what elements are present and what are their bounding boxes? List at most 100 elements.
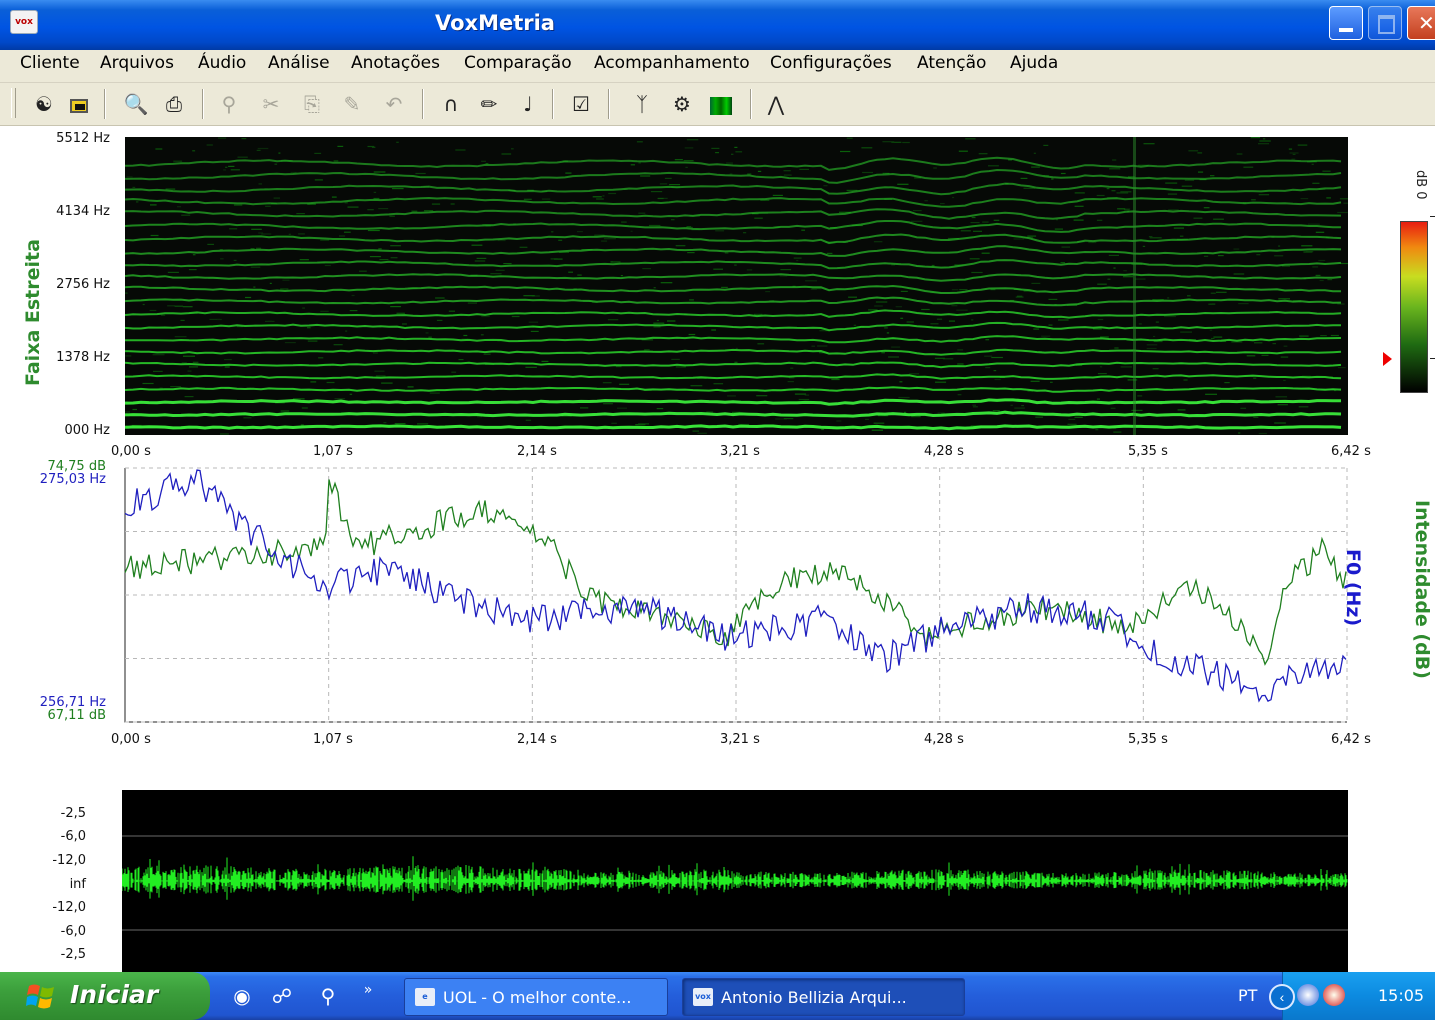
- spectrogram-noise: [1137, 395, 1143, 397]
- undo-icon[interactable]: ↶: [385, 92, 403, 116]
- spectrogram-noise: [1165, 182, 1178, 184]
- spectrogram-noise: [1088, 241, 1097, 244]
- security-alert-icon[interactable]: [1323, 984, 1345, 1006]
- spectrogram-noise: [483, 353, 491, 355]
- f0-axis-label: F0 (Hz): [1342, 549, 1364, 627]
- network-icon[interactable]: [1297, 984, 1319, 1006]
- spectrogram-noise: [988, 165, 999, 167]
- spectrogram-noise: [367, 209, 374, 211]
- spectrogram-noise: [1023, 187, 1036, 189]
- menu-arquivos[interactable]: Arquivos: [100, 53, 174, 73]
- menu-analise[interactable]: Análise: [268, 53, 330, 73]
- spectrogram-noise: [1031, 282, 1041, 284]
- taskbar-button-voxmetria[interactable]: vox Antonio Bellizia Arqui...: [682, 978, 965, 1016]
- spectrogram-noise: [528, 321, 539, 323]
- spectrogram-noise: [659, 183, 668, 185]
- vox-app-icon[interactable]: vox: [10, 10, 38, 34]
- spectrogram-noise: [485, 163, 489, 165]
- spectrogram-noise: [1123, 276, 1133, 278]
- spectrogram-noise: [621, 221, 627, 223]
- start-button[interactable]: Iniciar: [0, 972, 210, 1020]
- threshold-marker-icon[interactable]: [1383, 352, 1392, 366]
- spectrogram-noise: [1258, 194, 1270, 196]
- title-bar[interactable]: vox VoxMetria: [0, 0, 1435, 50]
- spectrogram-noise: [713, 383, 724, 385]
- waveform-signal: [122, 856, 1348, 901]
- zoom-icon[interactable]: ⚲: [221, 92, 237, 116]
- spectrogram-noise: [848, 296, 857, 298]
- waveform-plot[interactable]: [122, 790, 1348, 972]
- spectrogram-noise: [1297, 144, 1308, 146]
- spectrogram-noise: [823, 185, 828, 187]
- spectrogram-noise: [906, 321, 914, 323]
- compare-icon[interactable]: ᛉ: [636, 92, 648, 116]
- spectrogram-noise: [1258, 143, 1270, 145]
- spectrogram-noise: [374, 370, 385, 372]
- menu-comparacao[interactable]: Comparação: [464, 53, 572, 73]
- menu-atencao[interactable]: Atenção: [917, 53, 987, 73]
- spectrogram-noise: [455, 149, 466, 151]
- settings-icon[interactable]: ⚙: [673, 92, 691, 116]
- print-icon[interactable]: ⎙: [166, 92, 182, 116]
- more-icon[interactable]: »: [363, 982, 373, 998]
- curves-x-tick: 0,00 s: [111, 732, 151, 747]
- maximize-button[interactable]: [1368, 6, 1402, 40]
- spectrogram-noise: [1096, 219, 1103, 221]
- menu-anotacoes[interactable]: Anotações: [351, 53, 440, 73]
- search-icon[interactable]: ⚲: [320, 984, 336, 1008]
- spectrogram-noise: [971, 319, 974, 321]
- menu-acompanhamento[interactable]: Acompanhamento: [594, 53, 750, 73]
- spectrogram-noise: [541, 198, 551, 200]
- spectrogram-noise: [307, 340, 318, 342]
- spectrogram-plot[interactable]: [125, 137, 1348, 435]
- spectrogram-noise: [274, 163, 278, 165]
- taskbar-button-label: UOL - O melhor conte...: [443, 988, 632, 1007]
- menu-configuracoes[interactable]: Configurações: [770, 53, 892, 73]
- record-icon[interactable]: [65, 90, 93, 118]
- client-icon[interactable]: ☯: [35, 92, 53, 116]
- speaker-icon[interactable]: ♩: [523, 92, 533, 116]
- spectrogram-noise: [474, 260, 486, 262]
- spectrogram-noise: [711, 147, 720, 149]
- spectrogram-noise: [192, 254, 196, 256]
- toolbar-grip[interactable]: [11, 88, 16, 118]
- spectrogram-noise: [1131, 409, 1143, 411]
- spectrogram-noise: [738, 423, 750, 426]
- cut-icon[interactable]: ✂: [262, 92, 280, 116]
- spectrogram-noise: [1231, 341, 1243, 343]
- analysis-icon[interactable]: ✏: [480, 92, 498, 116]
- spectrogram-noise: [960, 230, 971, 232]
- f0-intensity-plot[interactable]: [123, 466, 1350, 724]
- waveform-y-tick: -6,0: [60, 924, 86, 939]
- window-title: VoxMetria: [435, 11, 555, 35]
- spectrogram-noise: [1096, 398, 1100, 400]
- spectrogram-noise: [1153, 340, 1163, 343]
- spectrogram-noise: [181, 362, 187, 364]
- headphones-icon[interactable]: ∩: [443, 92, 459, 116]
- taskbar-button-uol[interactable]: e UOL - O melhor conte...: [404, 978, 668, 1016]
- collapse-tray-icon[interactable]: ‹: [1269, 984, 1295, 1010]
- spectrogram-noise: [653, 326, 661, 328]
- print-preview-icon[interactable]: 🔍: [123, 92, 149, 116]
- menu-audio[interactable]: Áudio: [198, 53, 247, 73]
- menu-ajuda[interactable]: Ajuda: [1010, 53, 1059, 73]
- copy-icon[interactable]: ⎘: [304, 92, 320, 116]
- paste-icon[interactable]: ✎: [343, 92, 361, 116]
- spectrogram-noise: [1318, 259, 1326, 262]
- spectrogram-noise: [884, 327, 888, 329]
- spectrogram-noise: [1289, 152, 1299, 154]
- close-button[interactable]: [1407, 6, 1435, 40]
- spectrogram-icon[interactable]: [707, 90, 735, 118]
- menu-cliente[interactable]: Cliente: [20, 53, 80, 73]
- f0-curve: [124, 469, 1347, 703]
- language-indicator[interactable]: PT: [1238, 986, 1258, 1005]
- annotation-icon[interactable]: ☑: [572, 92, 590, 116]
- browser-icon[interactable]: ☍: [271, 984, 293, 1008]
- chart-icon[interactable]: ⋀: [767, 92, 785, 116]
- minimize-button[interactable]: [1329, 6, 1363, 40]
- spectrogram-noise: [1197, 152, 1203, 154]
- spectrogram-noise: [160, 314, 166, 316]
- ie-icon[interactable]: ◉: [233, 984, 251, 1008]
- spectrogram-noise: [1288, 148, 1293, 150]
- waveform-y-tick: -12,0: [52, 853, 86, 868]
